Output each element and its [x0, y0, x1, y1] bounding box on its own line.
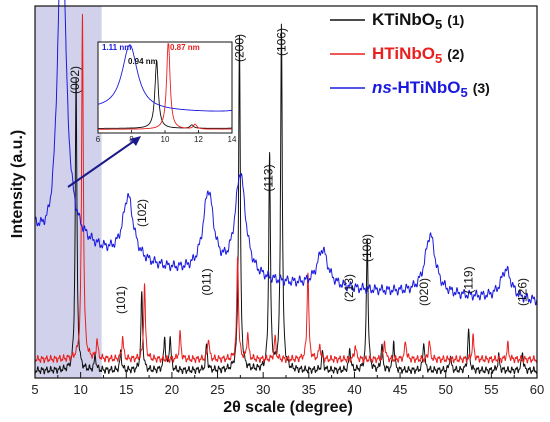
x-tick-label: 15	[119, 382, 133, 397]
legend-number: (3)	[473, 80, 490, 96]
x-axis-title: 2θ scale (degree)	[223, 399, 353, 416]
x-tick-label: 25	[210, 382, 224, 397]
x-tick-label: 40	[347, 382, 361, 397]
legend-number: (1)	[447, 12, 464, 28]
peak-label: (200)	[232, 34, 246, 62]
peak-label: (101)	[114, 286, 128, 314]
series-line-3	[34, 0, 538, 306]
legend: KTiNbO5 (1) HTiNbO5 (2) ns-HTiNbO5 (3)	[330, 10, 490, 100]
x-tick-label: 30	[256, 382, 270, 397]
x-tick-label: 10	[73, 382, 87, 397]
x-tick-label: 20	[165, 382, 179, 397]
inset-plot: 681012141.11 nm0.87 nm0.94 nm	[67, 41, 237, 188]
inset-annotation: 1.11 nm	[102, 43, 131, 52]
inset-arrow	[67, 138, 138, 188]
peak-label: (011)	[200, 268, 214, 295]
peak-label: (126)	[515, 278, 529, 306]
peak-label: (106)	[274, 28, 288, 56]
highlight-region	[35, 6, 102, 378]
inset-annotation: 0.94 nm	[128, 57, 158, 66]
peak-label: (002)	[68, 66, 82, 94]
y-axis-title: Intensity (a.u.)	[9, 130, 26, 238]
x-tick-label: 55	[484, 382, 498, 397]
peak-label: (102)	[135, 199, 149, 227]
series-layer	[34, 0, 538, 375]
x-tick-label: 50	[438, 382, 452, 397]
x-tick-label: 35	[302, 382, 316, 397]
inset-tick-label: 6	[96, 135, 101, 144]
x-tick-label: 5	[31, 382, 38, 397]
inset-tick-label: 10	[161, 135, 170, 144]
inset-series-2	[98, 43, 232, 130]
inset-arrow-head	[130, 136, 141, 146]
inset-series-1	[98, 60, 233, 129]
x-axis-ticks: 5 10 15 20 25 30 35 40 45 50 55 60	[31, 372, 544, 397]
peak-label: (113)	[262, 164, 276, 191]
peak-label: (119)	[462, 266, 476, 293]
peak-labels: (002) (101) (102) (011) (200) (113) (106) (213)…	[68, 28, 529, 314]
peak-label: (020)	[417, 278, 431, 306]
legend-number: (2)	[447, 46, 464, 62]
inset-tick-label: 12	[194, 135, 203, 144]
inset-annotation: 0.87 nm	[170, 43, 200, 52]
series-line-2	[34, 13, 538, 364]
peak-label: (108)	[360, 234, 374, 262]
legend-label: HTiNbO5	[372, 44, 442, 66]
inset-series-3	[98, 44, 232, 112]
peak-label: (213)	[342, 274, 356, 302]
legend-label: KTiNbO5	[372, 10, 442, 32]
inset-frame	[97, 41, 233, 134]
x-tick-label: 60	[530, 382, 544, 397]
series-line-1	[34, 23, 538, 375]
x-tick-label: 45	[393, 382, 407, 397]
legend-label: ns-HTiNbO5	[372, 78, 468, 100]
inset-tick-label: 14	[228, 135, 237, 144]
